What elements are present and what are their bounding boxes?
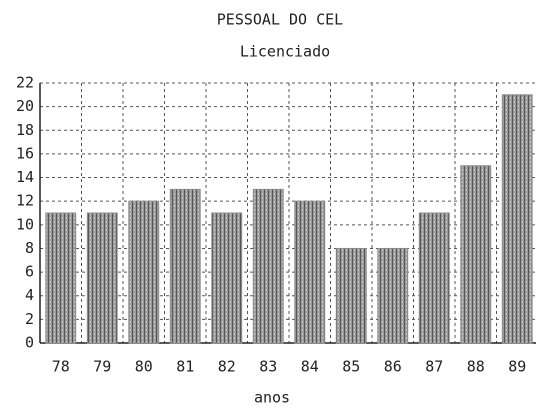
x-tick-label: 85 (342, 358, 360, 376)
x-tick-label: 84 (301, 358, 319, 376)
bar (501, 94, 533, 344)
x-tick-label: 82 (218, 358, 236, 376)
bar (460, 165, 492, 344)
bar (211, 212, 243, 344)
x-tick-label: 80 (135, 358, 153, 376)
y-tick-label: 20 (16, 97, 34, 115)
bar (128, 200, 160, 344)
bar (169, 188, 201, 344)
y-tick-label: 8 (25, 239, 34, 257)
bar (252, 188, 284, 344)
x-tick-label: 83 (259, 358, 277, 376)
x-tick-label: 79 (93, 358, 111, 376)
x-tick-label: 78 (52, 358, 70, 376)
bar (418, 212, 450, 344)
bar (45, 212, 77, 344)
y-tick-label: 16 (16, 144, 34, 162)
y-tick-label: 18 (16, 121, 34, 139)
y-tick-label: 14 (16, 168, 34, 186)
y-tick-label: 6 (25, 263, 34, 281)
chart-title: PESSOAL DO CEL (217, 11, 343, 29)
x-tick-label: 86 (384, 358, 402, 376)
x-tick-label: 89 (508, 358, 526, 376)
y-tick-label: 0 (25, 334, 34, 352)
y-tick-label: 22 (16, 74, 34, 92)
y-tick-label: 10 (16, 215, 34, 233)
bar (335, 247, 367, 344)
y-tick-label: 4 (25, 286, 34, 304)
x-tick-label: 81 (176, 358, 194, 376)
bar (86, 212, 118, 344)
bar (377, 247, 409, 344)
y-tick-label: 12 (16, 192, 34, 210)
x-axis-label: anos (254, 389, 290, 407)
bar (294, 200, 326, 344)
y-tick-label: 2 (25, 310, 34, 328)
chart-subtitle: Licenciado (240, 43, 330, 61)
x-tick-label: 88 (467, 358, 485, 376)
x-tick-label: 87 (425, 358, 443, 376)
